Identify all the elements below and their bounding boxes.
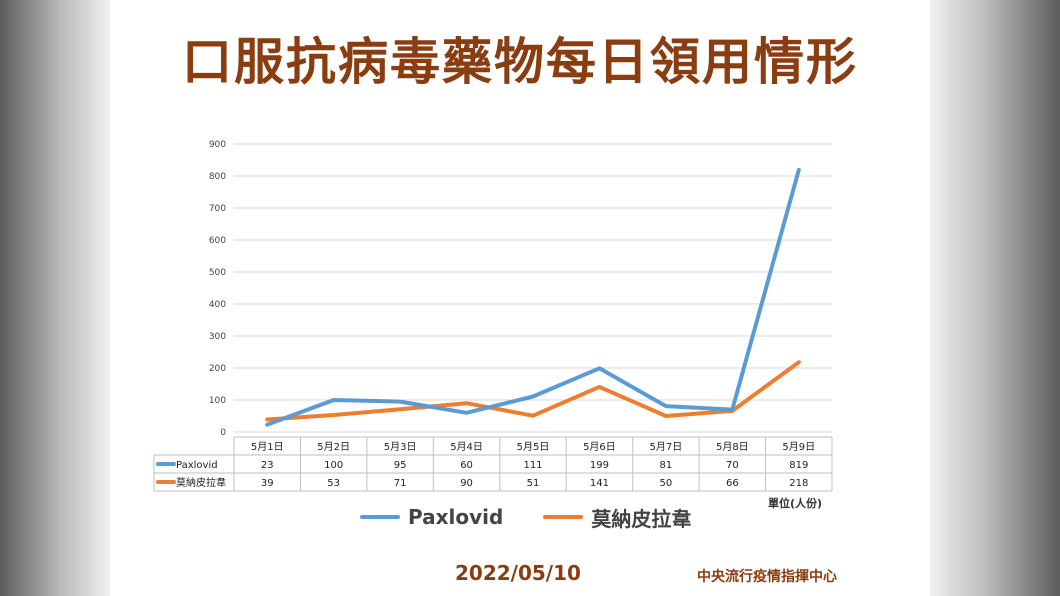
legend-item-molnupiravir: 莫納皮拉韋: [543, 503, 691, 532]
y-tick-label: 800: [209, 172, 226, 182]
data-label: 199: [590, 460, 609, 471]
date-label: 2022/05/10: [455, 561, 581, 585]
left-background: [0, 0, 110, 596]
data-point: [466, 402, 468, 404]
x-tick-label: 5月1日: [251, 441, 284, 453]
y-tick-label: 200: [209, 364, 226, 374]
x-tick-label: 5月8日: [716, 441, 749, 453]
data-point: [665, 405, 667, 407]
table-series-label: Paxlovid: [176, 460, 218, 471]
series-line-molnupiravir: [265, 360, 801, 422]
data-label: 90: [460, 478, 473, 489]
data-point: [333, 399, 335, 401]
data-label: 39: [261, 478, 274, 489]
data-point: [532, 415, 534, 417]
x-tick-label: 5月3日: [384, 441, 417, 453]
source-label: 中央流行疫情指揮中心: [697, 569, 837, 585]
y-tick-label: 700: [209, 204, 226, 214]
data-point: [266, 419, 268, 421]
page-title: 口服抗病毒藥物每日領用情形: [182, 33, 858, 91]
data-label: 51: [527, 478, 540, 489]
data-label: 70: [726, 460, 739, 471]
data-label: 81: [660, 460, 673, 471]
y-tick-label: 400: [209, 300, 226, 310]
data-point: [333, 414, 335, 416]
data-point: [731, 409, 733, 411]
data-label: 819: [789, 460, 808, 471]
data-label: 95: [394, 460, 407, 471]
data-point: [532, 395, 534, 397]
data-label: 23: [261, 460, 274, 471]
data-point: [266, 424, 268, 426]
legend-label-paxlovid: Paxlovid: [408, 505, 504, 529]
y-tick-label: 900: [209, 140, 226, 150]
x-tick-label: 5月5日: [517, 441, 550, 453]
data-point: [665, 415, 667, 417]
data-label: 53: [327, 478, 340, 489]
legend-swatch-molnupiravir: [543, 515, 584, 519]
chart-legend: Paxlovid 莫納皮拉韋: [360, 502, 691, 532]
legend-item-paxlovid: Paxlovid: [360, 505, 503, 529]
data-label: 100: [324, 460, 343, 471]
x-tick-label: 5月9日: [782, 441, 815, 453]
data-label: 111: [523, 460, 542, 471]
data-label: 218: [789, 478, 808, 489]
legend-label-molnupiravir: 莫納皮拉韋: [591, 506, 692, 531]
data-point: [598, 386, 600, 388]
x-tick-label: 5月4日: [450, 441, 483, 453]
y-tick-label: 0: [220, 428, 226, 438]
data-point: [798, 361, 800, 363]
data-point: [598, 367, 600, 369]
data-point: [399, 401, 401, 403]
slide: 口服抗病毒藥物每日領用情形 0 100 200 300 400 500 600 700 800 9…: [110, 0, 930, 596]
data-label: 50: [660, 478, 673, 489]
y-tick-label: 300: [209, 332, 226, 342]
line-chart: 0 100 200 300 400 500 600 700 800 900 5月1日 5月2日 5月3日…: [153, 140, 833, 492]
data-label: 71: [394, 478, 407, 489]
y-tick-label: 100: [209, 396, 226, 406]
data-label: 141: [590, 478, 609, 489]
data-point: [798, 169, 800, 171]
x-tick-label: 5月2日: [317, 441, 350, 453]
data-point: [399, 408, 401, 410]
x-tick-label: 5月7日: [650, 441, 683, 453]
x-tick-label: 5月6日: [583, 441, 616, 453]
unit-label: 單位(人份): [768, 497, 823, 510]
data-label: 66: [726, 478, 739, 489]
y-tick-label: 600: [209, 236, 226, 246]
data-point: [466, 412, 468, 414]
legend-swatch-paxlovid: [360, 515, 400, 519]
table-series-label: 莫納皮拉韋: [176, 476, 226, 489]
y-tick-label: 500: [209, 268, 226, 278]
right-background: [930, 0, 1060, 596]
data-label: 60: [460, 460, 473, 471]
